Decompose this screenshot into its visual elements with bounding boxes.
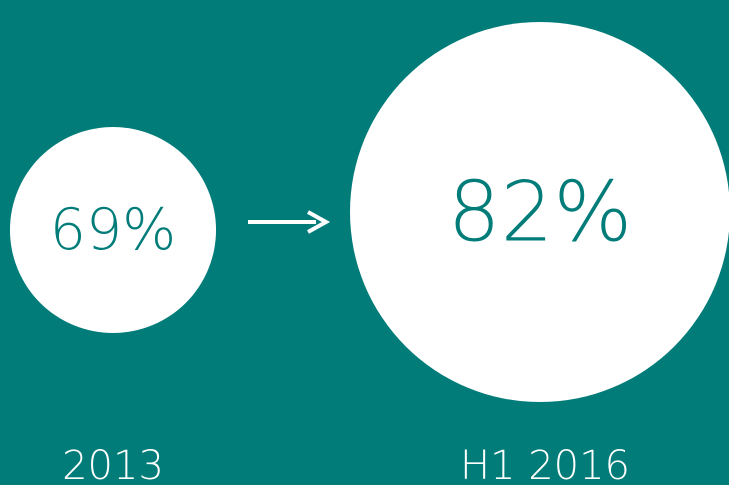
- value-label: 82%: [448, 164, 632, 261]
- arrow-head: [307, 210, 331, 234]
- category-label: 2013: [62, 443, 164, 485]
- bubble: [9, 126, 217, 334]
- category-label: H1 2016: [460, 443, 630, 485]
- bubble: [350, 22, 729, 402]
- value-label: 69%: [50, 197, 176, 263]
- arrow: [248, 210, 331, 234]
